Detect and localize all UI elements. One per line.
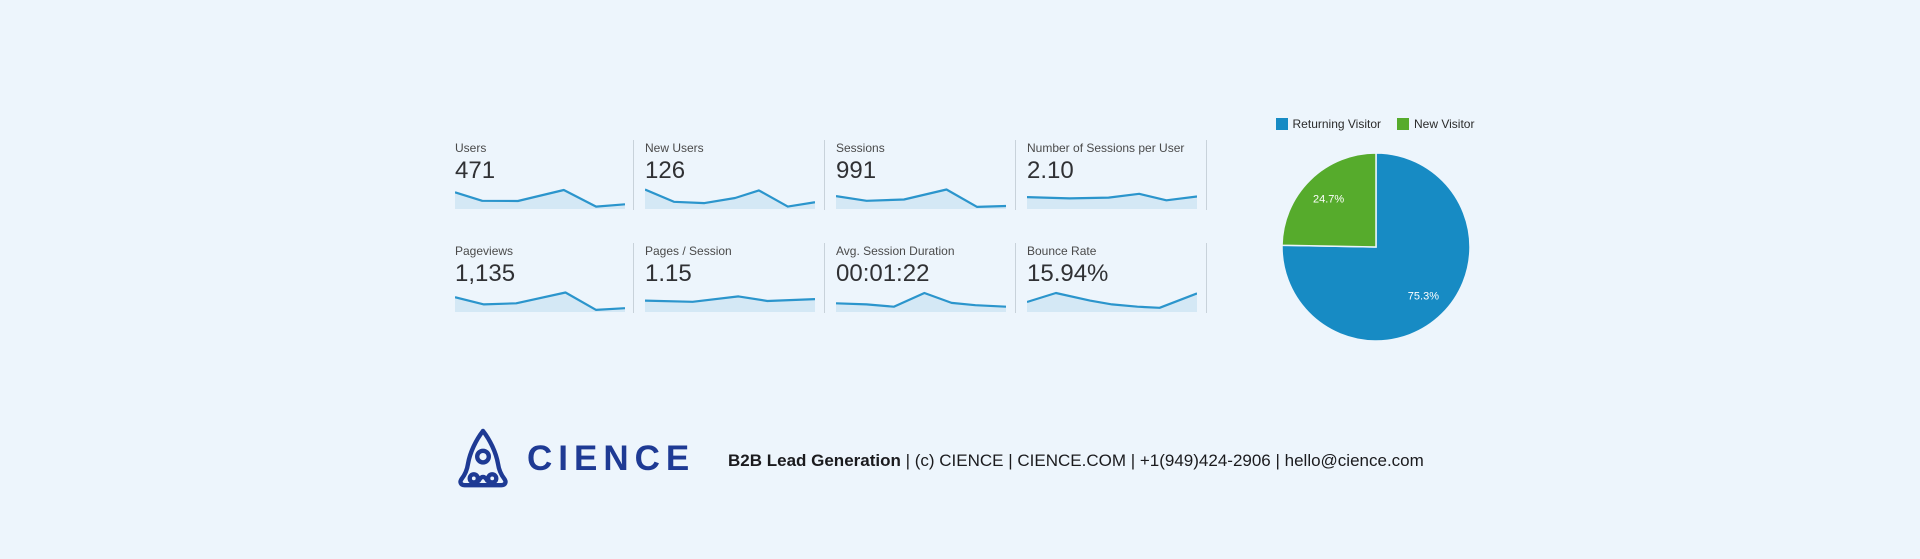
- legend-item-new-visitor: New Visitor: [1397, 117, 1474, 131]
- brand-wordmark: CIENCE: [527, 439, 696, 478]
- legend-label: New Visitor: [1414, 117, 1475, 131]
- metric-value: 15.94%: [1027, 260, 1109, 287]
- metric-value: 471: [455, 157, 496, 184]
- footer-brand: CIENCE: [452, 423, 695, 495]
- pie-legend: Returning Visitor New Visitor: [1245, 117, 1505, 131]
- metric-card-sessions-per-user: Number of Sessions per User 2.10: [1016, 140, 1207, 210]
- contact-details: | (c) CIENCE | CIENCE.COM | +1(949)424-2…: [900, 451, 1424, 470]
- sparkline-chart: [836, 291, 1006, 312]
- metric-label: Pageviews: [455, 244, 514, 258]
- sparkline-chart: [1027, 192, 1197, 209]
- pie-svg: 75.3% 24.7%: [1281, 152, 1471, 342]
- legend-swatch-blue-icon: [1275, 118, 1288, 130]
- metric-value: 1.15: [645, 260, 692, 287]
- sparkline-chart: [836, 188, 1006, 209]
- sparkline-chart: [645, 188, 815, 209]
- svg-text:24.7%: 24.7%: [1313, 194, 1344, 206]
- tagline: B2B Lead Generation: [728, 451, 901, 470]
- sparkline-chart: [455, 291, 625, 312]
- legend-item-returning-visitor: Returning Visitor: [1275, 117, 1382, 131]
- metric-card-users: Users 471: [455, 140, 634, 210]
- metric-label: Pages / Session: [645, 244, 732, 258]
- metric-card-pageviews: Pageviews 1,135: [455, 243, 634, 313]
- metric-scorecards: Users 471 New Users 126 Sessions 991 Num…: [455, 140, 1207, 313]
- metric-card-sessions: Sessions 991: [825, 140, 1016, 210]
- sparkline-chart: [1027, 291, 1197, 312]
- svg-text:75.3%: 75.3%: [1408, 290, 1439, 302]
- metric-card-pages-per-session: Pages / Session 1.15: [634, 243, 825, 313]
- sparkline-chart: [645, 295, 815, 312]
- metric-card-avg-session-duration: Avg. Session Duration 00:01:22: [825, 243, 1016, 313]
- metric-value: 1,135: [455, 260, 516, 287]
- metric-card-new-users: New Users 126: [634, 140, 825, 210]
- metric-label: Number of Sessions per User: [1027, 141, 1185, 155]
- metric-value: 00:01:22: [836, 260, 930, 287]
- metric-value: 991: [836, 157, 877, 184]
- metric-label: Sessions: [836, 141, 885, 155]
- rocket-logo-icon: [458, 428, 508, 488]
- metric-value: 126: [645, 157, 686, 184]
- metric-label: Bounce Rate: [1027, 244, 1097, 258]
- metric-label: Avg. Session Duration: [836, 244, 955, 258]
- sparkline-chart: [455, 188, 625, 209]
- metric-label: New Users: [645, 141, 704, 155]
- visitor-type-pie-chart: 75.3% 24.7%: [1280, 151, 1472, 348]
- contact-line: B2B Lead Generation | (c) CIENCE | CIENC…: [728, 450, 1424, 471]
- legend-swatch-green-icon: [1397, 118, 1410, 130]
- legend-label: Returning Visitor: [1292, 117, 1382, 131]
- metric-card-bounce-rate: Bounce Rate 15.94%: [1016, 243, 1207, 313]
- metric-value: 2.10: [1027, 157, 1074, 184]
- metric-label: Users: [455, 141, 487, 155]
